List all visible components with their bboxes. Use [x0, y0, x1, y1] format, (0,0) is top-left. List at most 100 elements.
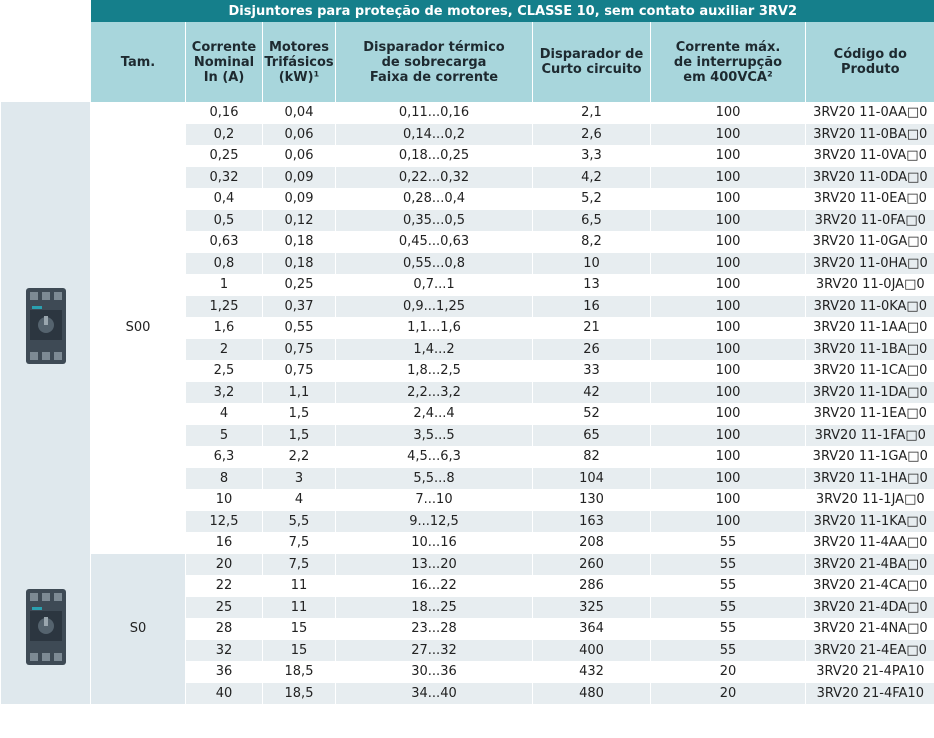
cell: 55 — [651, 575, 806, 597]
cell: 0,2 — [186, 124, 263, 146]
cell: 286 — [533, 575, 651, 597]
cell: 2,6 — [533, 124, 651, 146]
cell: 55 — [651, 640, 806, 662]
cell: 36 — [186, 661, 263, 683]
cell: 3RV20 11-0BA□0 — [806, 124, 934, 146]
cell: 40 — [186, 683, 263, 705]
cell: 100 — [651, 339, 806, 361]
cell: 100 — [651, 145, 806, 167]
image-cell — [1, 554, 91, 705]
cell: 3,5...5 — [336, 425, 533, 447]
cell: 3RV20 21-4NA□0 — [806, 618, 934, 640]
cell: 1,4...2 — [336, 339, 533, 361]
cell: 3RV20 11-1DA□0 — [806, 382, 934, 404]
cell: 0,18 — [263, 231, 336, 253]
cell: 0,55...0,8 — [336, 253, 533, 275]
cell: 52 — [533, 403, 651, 425]
cell: 42 — [533, 382, 651, 404]
cell: 20 — [651, 683, 806, 705]
cell: 15 — [263, 640, 336, 662]
cell: 0,37 — [263, 296, 336, 318]
cell: 1 — [186, 274, 263, 296]
cell: 0,5 — [186, 210, 263, 232]
cell: 2,5 — [186, 360, 263, 382]
cell: 2,2...3,2 — [336, 382, 533, 404]
cell: 100 — [651, 403, 806, 425]
cell: 100 — [651, 210, 806, 232]
cell: 3RV20 21-4PA10 — [806, 661, 934, 683]
cell: 13...20 — [336, 554, 533, 576]
cell: 12,5 — [186, 511, 263, 533]
cell: 21 — [533, 317, 651, 339]
cell: 16 — [533, 296, 651, 318]
cell: 0,25 — [263, 274, 336, 296]
cell: 16...22 — [336, 575, 533, 597]
product-table: Disjuntores para proteção de motores, CL… — [0, 0, 934, 704]
cell: 4 — [186, 403, 263, 425]
cell: 23...28 — [336, 618, 533, 640]
cell: 3RV20 11-0EA□0 — [806, 188, 934, 210]
cell: 100 — [651, 489, 806, 511]
cell: 432 — [533, 661, 651, 683]
cell: 32 — [186, 640, 263, 662]
cell: 6,3 — [186, 446, 263, 468]
cell: 20 — [186, 554, 263, 576]
cell: 3RV20 11-1HA□0 — [806, 468, 934, 490]
cell: 4,5...6,3 — [336, 446, 533, 468]
cell: 0,22...0,32 — [336, 167, 533, 189]
cell: 18...25 — [336, 597, 533, 619]
cell: 100 — [651, 511, 806, 533]
blank — [1, 0, 91, 22]
cell: 3RV20 11-0JA□0 — [806, 274, 934, 296]
cell: 100 — [651, 167, 806, 189]
cell: 1,25 — [186, 296, 263, 318]
cell: 55 — [651, 532, 806, 554]
cell: 400 — [533, 640, 651, 662]
cell: 0,7...1 — [336, 274, 533, 296]
cell: 104 — [533, 468, 651, 490]
cell: 1,5 — [263, 425, 336, 447]
cell: 11 — [263, 575, 336, 597]
cell: 3 — [263, 468, 336, 490]
cell: 100 — [651, 468, 806, 490]
column-header: Código do Produto — [806, 22, 934, 102]
cell: 0,8 — [186, 253, 263, 275]
cell: 10 — [533, 253, 651, 275]
cell: 3,2 — [186, 382, 263, 404]
cell: 3RV20 11-0HA□0 — [806, 253, 934, 275]
cell: 7,5 — [263, 532, 336, 554]
cell: 100 — [651, 425, 806, 447]
cell: 5,5...8 — [336, 468, 533, 490]
cell: 0,11...0,16 — [336, 102, 533, 124]
image-cell — [1, 102, 91, 554]
cell: 0,18 — [263, 253, 336, 275]
cell: 100 — [651, 231, 806, 253]
cell: 13 — [533, 274, 651, 296]
cell: 82 — [533, 446, 651, 468]
cell: 0,09 — [263, 167, 336, 189]
product-image — [24, 587, 68, 667]
cell: 3RV20 11-0AA□0 — [806, 102, 934, 124]
cell: 100 — [651, 446, 806, 468]
cell: 0,28...0,4 — [336, 188, 533, 210]
cell: 163 — [533, 511, 651, 533]
cell: 0,32 — [186, 167, 263, 189]
cell: 0,35...0,5 — [336, 210, 533, 232]
cell: 5,5 — [263, 511, 336, 533]
cell: 2,1 — [533, 102, 651, 124]
cell: 18,5 — [263, 683, 336, 705]
cell: 9...12,5 — [336, 511, 533, 533]
cell: 100 — [651, 188, 806, 210]
cell: 11 — [263, 597, 336, 619]
cell: 0,25 — [186, 145, 263, 167]
cell: 16 — [186, 532, 263, 554]
cell: 4,2 — [533, 167, 651, 189]
cell: 0,06 — [263, 145, 336, 167]
cell: 55 — [651, 554, 806, 576]
cell: 55 — [651, 597, 806, 619]
cell: 7,5 — [263, 554, 336, 576]
cell: 100 — [651, 296, 806, 318]
cell: 0,06 — [263, 124, 336, 146]
cell: 10...16 — [336, 532, 533, 554]
